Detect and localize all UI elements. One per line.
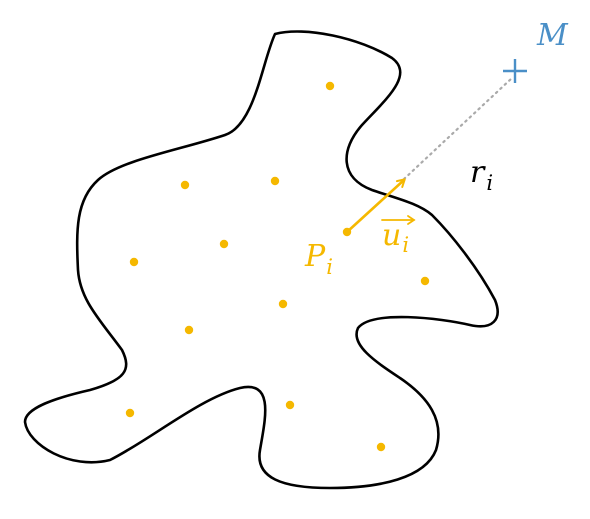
point-label: Pi	[304, 239, 333, 279]
vector-label-main: u	[382, 218, 401, 253]
sample-point	[125, 408, 135, 418]
sample-point	[180, 180, 190, 190]
target-marker	[503, 59, 527, 83]
body-outline	[23, 30, 499, 490]
sample-point	[285, 400, 295, 410]
sample-point	[184, 325, 194, 335]
sample-point	[376, 442, 386, 452]
distance-label: ri	[470, 155, 493, 195]
vector-overarrow-icon	[381, 215, 416, 225]
point-label-main: P	[304, 239, 326, 274]
svg-text:ui: ui	[382, 218, 409, 257]
point-label-sub: i	[326, 255, 333, 279]
sample-point	[278, 299, 288, 309]
sample-points	[125, 81, 430, 452]
unit-vector-arrow	[345, 178, 406, 234]
target-label: M	[536, 18, 569, 53]
distance-line	[402, 76, 514, 181]
sample-point	[420, 276, 430, 286]
sample-point	[219, 239, 229, 249]
distance-label-main: r	[470, 155, 486, 190]
distance-label-sub: i	[486, 171, 493, 195]
vector-label: ui	[381, 215, 416, 257]
vector-label-sub: i	[402, 233, 409, 257]
sample-point	[129, 257, 139, 267]
sample-point	[325, 81, 335, 91]
sample-point	[270, 176, 280, 186]
